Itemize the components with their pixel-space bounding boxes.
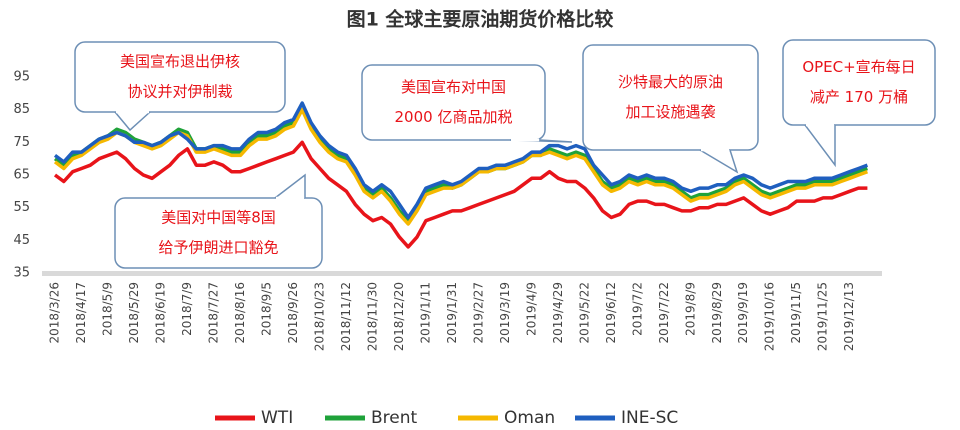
callout-box <box>782 39 936 126</box>
x-tick-label: 2018/8/16 <box>233 282 247 344</box>
y-tick-label: 55 <box>13 200 30 215</box>
x-tick-label: 2019/7/22 <box>657 282 671 344</box>
y-tick-label: 35 <box>13 266 30 281</box>
legend-label: WTI <box>261 408 293 428</box>
x-tick-label: 2018/3/26 <box>48 282 62 344</box>
x-tick-label: 2018/6/19 <box>153 282 167 344</box>
x-tick-label: 2018/11/12 <box>339 282 353 351</box>
annotation: 美国宣布对中国 <box>401 78 506 96</box>
callout-box <box>361 64 546 141</box>
x-tick-label: 2018/5/29 <box>127 282 141 344</box>
x-tick-label: 2019/2/27 <box>471 282 485 344</box>
x-tick-label: 2019/4/29 <box>551 282 565 344</box>
callout-box <box>114 197 323 269</box>
x-tick-label: 2019/1/11 <box>418 282 432 344</box>
x-tick-label: 2018/7/27 <box>206 282 220 344</box>
legend-label: Brent <box>371 408 418 428</box>
x-tick-label: 2018/9/5 <box>259 282 273 336</box>
x-tick-label: 2019/10/16 <box>763 282 777 351</box>
x-tick-label: 2019/4/9 <box>524 282 538 336</box>
callout-pointer <box>699 149 739 174</box>
x-tick-label: 2018/7/9 <box>180 282 194 336</box>
series-line <box>53 101 869 220</box>
x-tick-label: 2018/12/20 <box>392 282 406 351</box>
x-tick-label: 2019/1/31 <box>445 282 459 344</box>
x-tick-label: 2018/5/9 <box>100 282 114 336</box>
x-tick-label: 2018/10/23 <box>312 282 326 351</box>
x-tick-label: 2019/7/2 <box>630 282 644 336</box>
y-tick-label: 65 <box>13 168 30 183</box>
x-tick-label: 2018/9/26 <box>286 282 300 344</box>
annotation: 减产 170 万桶 <box>810 88 908 106</box>
y-tick-label: 85 <box>13 102 30 117</box>
y-tick-label: 95 <box>13 70 30 85</box>
x-tick-label: 2019/6/12 <box>604 282 618 344</box>
x-tick-label: 2019/3/19 <box>498 282 512 344</box>
x-tick-label: 2019/8/29 <box>710 282 724 344</box>
y-tick-label: 75 <box>13 135 30 150</box>
series-line <box>53 140 868 249</box>
x-axis-band <box>42 271 882 276</box>
annotation: 加工设施遇袭 <box>625 103 715 121</box>
callout-pointer <box>114 111 151 132</box>
x-tick-label: 2019/11/25 <box>816 282 830 351</box>
x-tick-label: 2018/4/17 <box>74 282 88 344</box>
x-tick-label: 2019/11/5 <box>789 282 803 344</box>
callout: 美国宣布对中国 2000 亿商品加税 <box>361 64 573 143</box>
annotation: 美国对中国等8国 <box>161 209 276 227</box>
annotation: 给予伊朗进口豁免 <box>158 239 278 257</box>
x-tick-label: 2019/8/9 <box>683 282 697 336</box>
x-tick-label: 2018/11/30 <box>365 282 379 351</box>
x-tick-label: 2019/12/13 <box>842 282 856 351</box>
chart-title: 图1 全球主要原油期货价格比较 <box>347 8 614 31</box>
callout-pointer <box>274 173 306 199</box>
callout-box <box>582 44 759 151</box>
x-tick-label: 2019/9/19 <box>736 282 750 344</box>
annotation: 美国宣布退出伊核 <box>120 53 240 71</box>
annotation: 2000 亿商品加税 <box>395 108 513 126</box>
callout-box <box>74 41 286 113</box>
annotation: OPEC+宣布每日 <box>802 58 915 76</box>
legend-label: Oman <box>504 408 555 428</box>
annotation: 沙特最大的原油 <box>618 73 723 91</box>
legend-label: INE-SC <box>621 408 678 428</box>
x-tick-label: 2019/5/22 <box>577 282 591 344</box>
callout-pointer <box>804 124 836 168</box>
annotation: 协议并对伊制裁 <box>127 83 232 101</box>
y-tick-label: 45 <box>13 233 30 248</box>
